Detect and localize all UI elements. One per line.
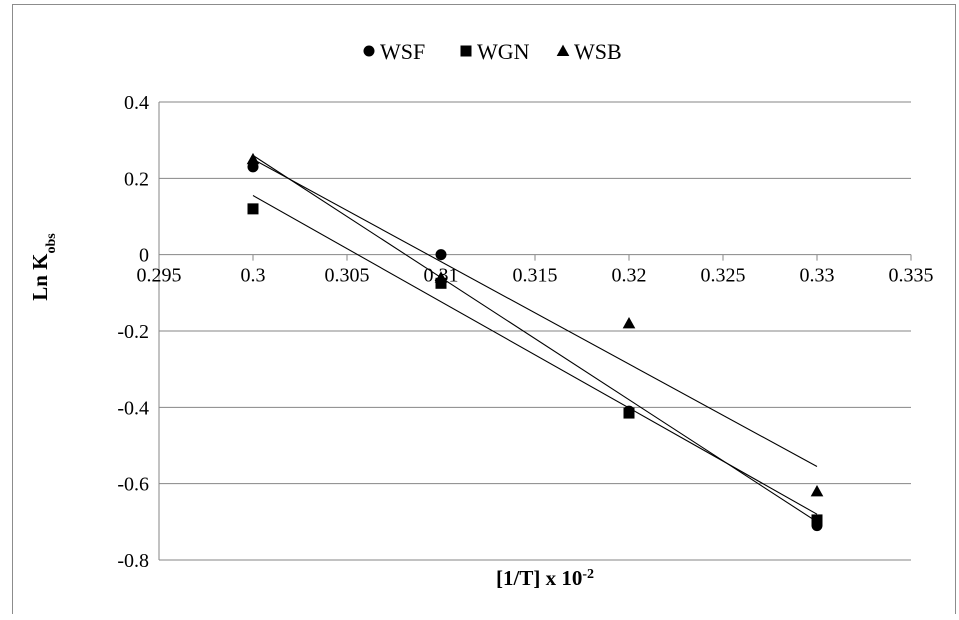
legend-marker-wgn [460,45,472,57]
x-tick-label: 0.305 [325,265,370,287]
y-axis-title-main: Ln K [28,253,52,301]
y-tick-label: -0.2 [117,321,149,343]
data-markers [246,152,824,532]
y-tick-label: -0.4 [117,397,149,419]
y-tick-label: -0.6 [117,474,149,496]
legend: WSF WGN WSB [363,39,622,64]
x-axis-title-superscript: -2 [582,567,594,582]
x-tick-label: 0.32 [612,265,647,287]
x-tick-label: 0.335 [889,265,934,287]
x-tick-label: 0.33 [800,265,835,287]
point-wgn [811,514,823,526]
trendline-wgn [252,195,818,515]
x-tick-label: 0.315 [513,265,558,287]
point-wsb [434,271,448,283]
point-wgn [247,203,259,215]
point-wsb [810,484,824,497]
point-wsf [435,249,447,261]
point-wgn [435,277,447,289]
scatter-chart: 0.4 0.2 0 -0.2 -0.4 -0.6 -0.8 0.295 0.3 0.305 0.31… [28,39,934,590]
y-tick-label: 0 [139,245,149,267]
x-tick-label: 0.295 [137,265,182,287]
legend-label-wgn: WGN [477,39,530,64]
legend-marker-wsb [556,44,570,57]
trendlines [252,154,818,523]
x-axis-title: [1/T] x 10-2 [496,566,594,590]
x-tick-label: 0.325 [701,265,746,287]
legend-label-wsb: WSB [574,39,622,64]
y-tick-label: 0.2 [124,168,149,190]
legend-marker-wsf [363,45,375,57]
y-axis-title: Ln Kobs [28,233,59,301]
chart-frame: 0.4 0.2 0 -0.2 -0.4 -0.6 -0.8 0.295 0.3 0.305 0.31… [12,4,956,614]
point-wsb [246,152,260,165]
trendline-wsb [252,158,818,467]
x-axis-title-main: [1/T] x 10 [496,566,582,590]
legend-label-wsf: WSF [380,39,425,64]
y-axis-title-subscript: obs [44,233,59,254]
point-wgn [623,407,635,419]
grid-lines [158,101,912,561]
y-tick-label: 0.4 [124,92,149,114]
x-tick-label: 0.31 [424,265,459,287]
y-tick-label: -0.8 [117,550,149,572]
point-wsb [622,317,636,329]
tick-labels: 0.4 0.2 0 -0.2 -0.4 -0.6 -0.8 0.295 0.3 0.305 0.31… [117,92,933,572]
x-tick-label: 0.3 [241,265,266,287]
